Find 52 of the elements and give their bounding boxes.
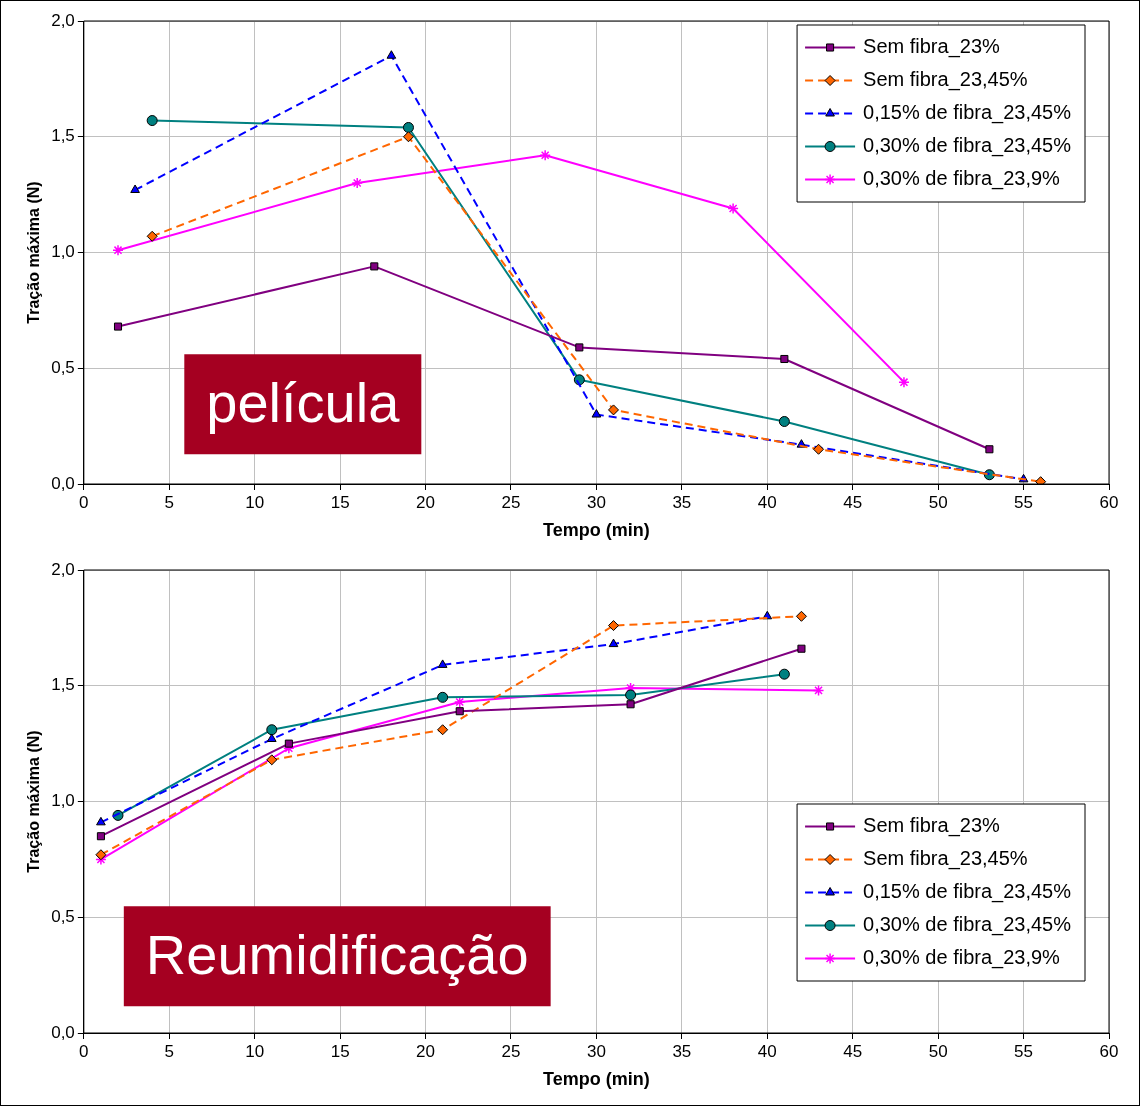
legend-label: 0,15% de fibra_23,45% xyxy=(863,880,1072,904)
x-axis-title: Tempo (min) xyxy=(543,520,650,541)
y-tick-label: 1,0 xyxy=(51,791,75,811)
annotation: Reumidificação xyxy=(145,922,529,986)
y-tick-label: 1,5 xyxy=(51,675,75,695)
y-tick-label: 1,0 xyxy=(51,242,75,262)
y-tick-label: 0,0 xyxy=(51,1022,75,1042)
x-tick-label: 15 xyxy=(330,492,350,512)
legend-label: 0,30% de fibra_23,45% xyxy=(863,134,1072,158)
y-axis-title: Tração máxima (N) xyxy=(25,730,43,873)
x-tick-label: 20 xyxy=(416,492,436,512)
y-tick-label: 2,0 xyxy=(51,10,75,30)
x-tick-label: 45 xyxy=(843,492,863,512)
y-axis-title: Tração máxima (N) xyxy=(25,181,43,324)
x-tick-label: 15 xyxy=(330,1041,350,1061)
x-tick-label: 5 xyxy=(164,1041,174,1061)
legend-label: 0,30% de fibra_23,9% xyxy=(863,946,1061,970)
x-tick-label: 40 xyxy=(757,492,777,512)
y-tick-label: 0,0 xyxy=(51,473,75,493)
y-tick-label: 2,0 xyxy=(51,559,75,579)
y-tick-label: 0,5 xyxy=(51,906,75,926)
x-axis-title: Tempo (min) xyxy=(543,1069,650,1090)
legend-label: Sem fibra_23% xyxy=(863,35,1001,59)
legend-label: Sem fibra_23,45% xyxy=(863,68,1028,92)
x-tick-label: 25 xyxy=(501,1041,521,1061)
legend-label: Sem fibra_23% xyxy=(863,814,1001,838)
x-tick-label: 35 xyxy=(672,1041,692,1061)
x-tick-label: 30 xyxy=(586,492,606,512)
legend-label: 0,30% de fibra_23,9% xyxy=(863,167,1061,191)
x-tick-label: 50 xyxy=(928,492,948,512)
x-tick-label: 50 xyxy=(928,1041,948,1061)
x-tick-label: 20 xyxy=(416,1041,436,1061)
x-tick-label: 45 xyxy=(843,1041,863,1061)
x-tick-label: 5 xyxy=(164,492,174,512)
y-tick-label: 1,5 xyxy=(51,126,75,146)
legend-label: Sem fibra_23,45% xyxy=(863,847,1028,871)
x-tick-label: 0 xyxy=(79,492,89,512)
x-tick-label: 10 xyxy=(245,1041,265,1061)
legend-label: 0,15% de fibra_23,45% xyxy=(863,101,1072,125)
legend-label: 0,30% de fibra_23,45% xyxy=(863,913,1072,937)
x-tick-label: 55 xyxy=(1014,492,1034,512)
x-tick-label: 30 xyxy=(586,1041,606,1061)
x-tick-label: 60 xyxy=(1099,492,1119,512)
x-tick-label: 40 xyxy=(757,1041,777,1061)
y-tick-label: 0,5 xyxy=(51,357,75,377)
x-tick-label: 10 xyxy=(245,492,265,512)
x-tick-label: 25 xyxy=(501,492,521,512)
annotation: película xyxy=(206,370,401,434)
x-tick-label: 60 xyxy=(1099,1041,1119,1061)
x-tick-label: 0 xyxy=(79,1041,89,1061)
x-tick-label: 55 xyxy=(1014,1041,1034,1061)
x-tick-label: 35 xyxy=(672,492,692,512)
